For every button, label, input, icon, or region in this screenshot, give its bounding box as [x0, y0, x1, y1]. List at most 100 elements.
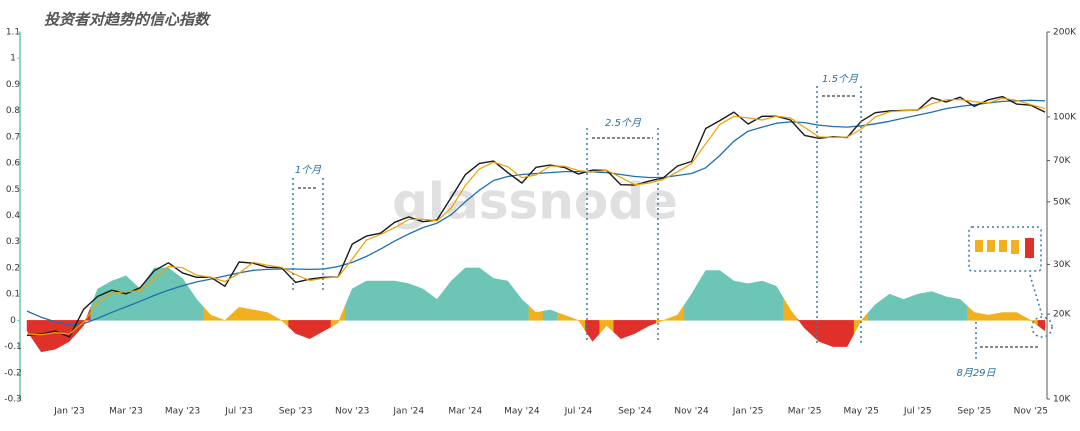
- oscillator-area: [995, 312, 1010, 321]
- oscillator-area: [217, 313, 233, 321]
- oscillator-area: [684, 281, 699, 321]
- y-tick-label: 0.3: [6, 237, 20, 247]
- oscillator-area: [613, 320, 629, 339]
- x-tick-label: Jan '25: [732, 407, 764, 417]
- oscillator-area: [599, 320, 615, 335]
- oscillator-area: [769, 283, 784, 321]
- annotation: 8月29日: [956, 368, 996, 379]
- oscillator-area: [698, 270, 713, 321]
- inset-bar: [1025, 238, 1034, 258]
- x-tick-label: May '25: [843, 407, 878, 417]
- oscillator-area: [62, 320, 77, 346]
- oscillator-area: [118, 275, 134, 321]
- y-tick-label: 1.1: [6, 28, 20, 38]
- y2-tick-label: 200K: [1053, 28, 1077, 38]
- oscillator-area: [896, 296, 911, 321]
- y-tick-label: 0: [10, 316, 16, 326]
- oscillator-area: [839, 320, 855, 347]
- annotations: 1个月 2.5个月 1.5个月 8月29日: [292, 73, 1053, 379]
- oscillator-area: [670, 303, 685, 321]
- oscillator-area: [443, 273, 459, 321]
- x-tick-label: Sep '25: [957, 407, 991, 417]
- y-tick-label: 0.5: [6, 185, 20, 195]
- oscillator-area: [571, 317, 586, 332]
- x-tick-label: Nov '24: [674, 407, 709, 417]
- y-tick-label: 0.9: [6, 80, 21, 90]
- oscillator-area: [330, 305, 346, 328]
- y-tick-label: 0.4: [6, 211, 21, 221]
- oscillator-area: [302, 320, 318, 339]
- oscillator-area: [783, 297, 798, 321]
- x-tick-label: May '24: [504, 407, 540, 417]
- oscillator-area: [542, 309, 558, 321]
- oscillator-area: [811, 320, 827, 345]
- oscillator-area: [26, 320, 35, 343]
- oscillator-area: [853, 311, 869, 334]
- oscillator-area: [910, 292, 926, 321]
- oscillator-area: [344, 284, 360, 321]
- oscillator-area: [373, 280, 388, 321]
- x-tick-label: Jan '23: [53, 407, 85, 417]
- oscillator-area: [712, 270, 728, 321]
- y-tick-label: 1: [10, 54, 16, 64]
- y-tick-label: 0.7: [6, 132, 20, 142]
- oscillator-area: [500, 279, 516, 321]
- y-tick-label: -0.3: [4, 395, 22, 405]
- oscillator-area: [260, 310, 275, 321]
- oscillator-area: [528, 305, 544, 321]
- x-tick-label: Mar '23: [109, 407, 143, 417]
- oscillator-area: [387, 280, 402, 321]
- x-tick-label: Jul '24: [564, 407, 593, 417]
- x-tick-label: Mar '25: [788, 407, 822, 417]
- oscillator-area: [104, 278, 120, 321]
- y2-tick-label: 100K: [1053, 112, 1077, 122]
- oscillator-area: [288, 320, 303, 337]
- oscillator-area: [627, 320, 643, 337]
- x-tick-label: Sep '24: [618, 407, 652, 417]
- oscillator-area: [938, 293, 954, 321]
- oscillator-area: [401, 282, 417, 321]
- inset-bar: [1011, 240, 1019, 254]
- oscillator-area: [316, 320, 332, 336]
- oscillator-area: [189, 288, 204, 321]
- oscillator-area: [726, 275, 742, 321]
- annotation: 1个月: [295, 164, 322, 176]
- oscillator-area: [486, 272, 501, 321]
- oscillator-area: [472, 267, 487, 321]
- oscillator-area: [556, 312, 572, 321]
- watermark: glassnode: [392, 173, 678, 231]
- highlight-circle: [1031, 316, 1053, 338]
- oscillator-area: [825, 320, 841, 347]
- y2-tick-label: 30K: [1053, 260, 1071, 270]
- x-tick-label: May '23: [165, 407, 200, 417]
- oscillator-area: [585, 320, 600, 342]
- x-tick-label: Jul '25: [903, 407, 932, 417]
- y2-tick-label: 50K: [1053, 197, 1071, 207]
- chart-title: 投资者对趋势的信心指数: [44, 11, 212, 29]
- oscillator-area: [161, 267, 176, 321]
- y2-tick-label: 10K: [1053, 395, 1071, 405]
- y2-tick-label: 20K: [1053, 310, 1071, 320]
- x-tick-label: Sep '23: [279, 407, 313, 417]
- oscillator-area: [1023, 315, 1039, 327]
- oscillator-area: [981, 313, 996, 321]
- series-line: [26, 97, 1046, 336]
- y-tick-label: 0.1: [6, 290, 20, 300]
- oscillator-area: [882, 293, 897, 321]
- oscillator-area: [641, 320, 657, 330]
- x-tick-label: Jul '23: [224, 407, 253, 417]
- oscillator-area: [1037, 320, 1046, 332]
- inset-box: [968, 226, 1042, 272]
- annotation: 1.5个月: [822, 73, 859, 85]
- connector: [1029, 274, 1043, 316]
- x-tick-label: Nov '23: [335, 407, 369, 417]
- y-tick-label: -0.1: [4, 342, 22, 352]
- oscillator-area: [740, 282, 756, 321]
- inset-bar: [975, 240, 983, 252]
- oscillator-area: [175, 272, 190, 321]
- x-tick-label: Jan '24: [392, 407, 424, 417]
- inset-bar: [987, 240, 995, 252]
- oscillator-area: [359, 280, 374, 321]
- oscillator-area: [203, 306, 219, 321]
